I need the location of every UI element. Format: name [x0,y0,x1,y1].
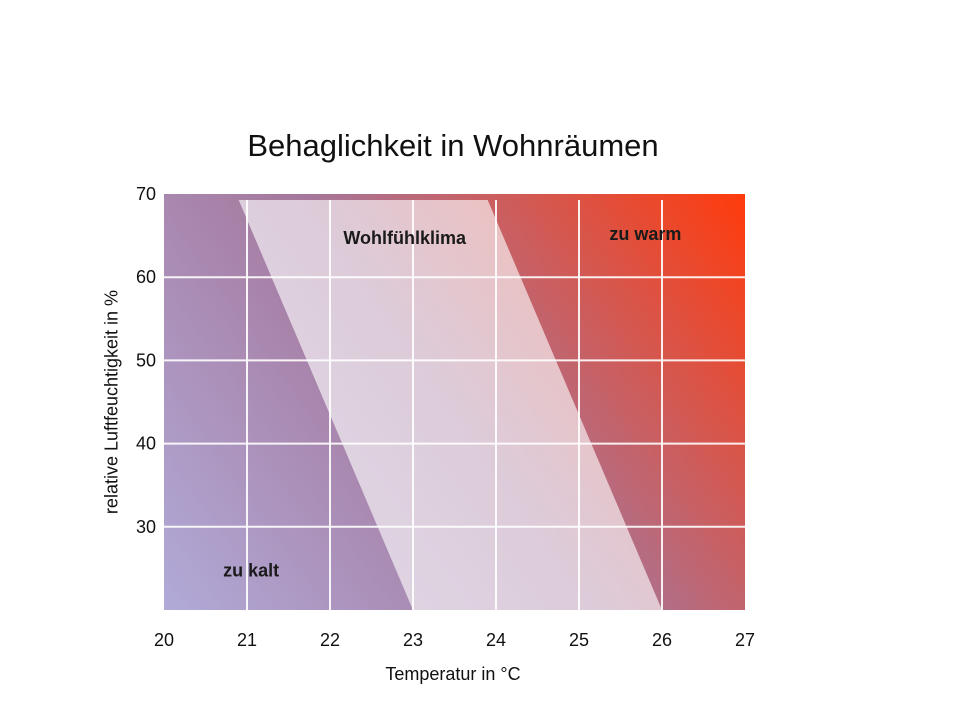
region-label: zu warm [609,224,681,244]
comfort-zone-band [238,200,662,610]
x-tick-label: 23 [403,630,423,650]
y-tick-label: 50 [136,350,156,370]
x-tick-label: 24 [486,630,506,650]
region-label: Wohlfühlklima [343,228,467,248]
tick-labels: 20 21 22 23 24 25 26 27 30 40 50 60 70 [136,184,755,650]
chart-title: Behaglichkeit in Wohnräumen [247,128,659,163]
y-tick-label: 40 [136,434,156,454]
x-tick-label: 21 [237,630,257,650]
x-tick-label: 22 [320,630,340,650]
y-tick-label: 70 [136,184,156,204]
x-tick-label: 26 [652,630,672,650]
top-band [164,194,745,200]
y-tick-label: 30 [136,517,156,537]
region-labels: Wohlfühlklima zu warm zu kalt [223,224,681,581]
y-tick-label: 60 [136,267,156,287]
x-tick-label: 25 [569,630,589,650]
x-tick-label: 20 [154,630,174,650]
region-label: zu kalt [223,561,279,581]
x-tick-label: 27 [735,630,755,650]
x-axis-label: Temperatur in °C [385,664,521,684]
